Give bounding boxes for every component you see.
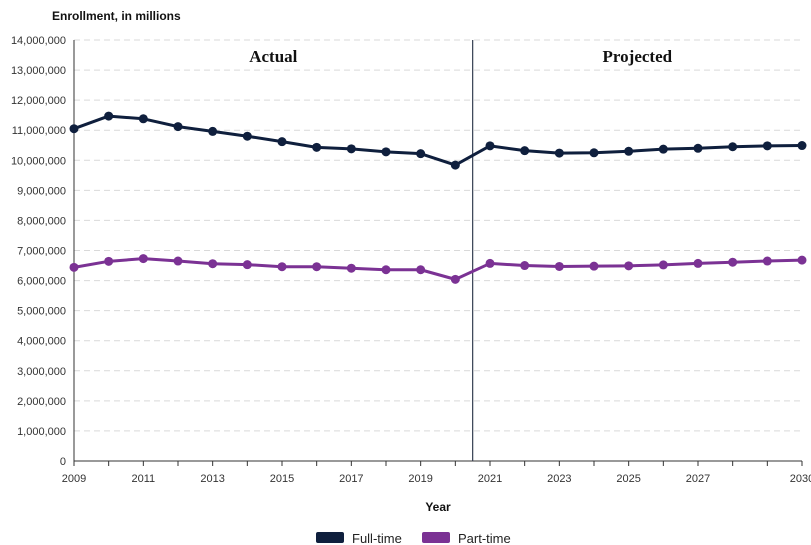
data-point-part-time <box>762 256 772 266</box>
y-tick-label: 6,000,000 <box>17 276 66 288</box>
legend-swatch-part-time <box>422 532 450 543</box>
y-tick-label: 4,000,000 <box>17 336 66 348</box>
x-axis-title: Year <box>425 500 451 514</box>
data-point-full-time <box>589 148 599 158</box>
data-point-part-time <box>208 259 218 269</box>
x-tick-label: 2023 <box>547 473 571 485</box>
y-tick-label: 12,000,000 <box>11 95 66 107</box>
data-point-part-time <box>658 260 668 270</box>
y-tick-label: 5,000,000 <box>17 306 66 318</box>
y-tick-label: 10,000,000 <box>11 155 66 167</box>
y-tick-label: 2,000,000 <box>17 396 66 408</box>
data-point-full-time <box>346 144 356 154</box>
y-tick-label: 0 <box>60 456 66 468</box>
data-point-part-time <box>589 261 599 271</box>
x-tick-label: 2027 <box>686 473 710 485</box>
data-point-part-time <box>728 257 738 267</box>
data-point-full-time <box>69 124 79 134</box>
data-point-full-time <box>728 142 738 152</box>
projected-label: Projected <box>603 47 673 66</box>
y-tick-label: 13,000,000 <box>11 65 66 77</box>
legend: Full-time Part-time <box>316 531 511 545</box>
x-tick-label: 2030 <box>790 473 811 485</box>
x-tick-label: 2021 <box>478 473 502 485</box>
data-point-full-time <box>554 148 564 158</box>
data-point-part-time <box>277 262 287 272</box>
data-point-part-time <box>693 258 703 268</box>
data-point-part-time <box>554 261 564 271</box>
data-point-full-time <box>381 147 391 157</box>
data-point-part-time <box>416 265 426 275</box>
legend-label-part-time: Part-time <box>458 531 511 545</box>
data-point-part-time <box>797 255 807 265</box>
legend-swatch-full-time <box>316 532 344 543</box>
gridlines <box>74 39 802 432</box>
series-layer <box>69 111 807 284</box>
data-point-full-time <box>104 111 114 121</box>
series-part-time <box>69 254 807 284</box>
data-point-part-time <box>173 256 183 266</box>
y-axis-ticks: 0 1,000,000 2,000,000 3,000,000 4,000,000 5,0… <box>11 35 66 468</box>
data-point-part-time <box>624 261 634 271</box>
data-point-full-time <box>312 142 322 152</box>
data-point-full-time <box>693 143 703 153</box>
actual-label: Actual <box>249 47 297 66</box>
data-point-part-time <box>520 261 530 271</box>
x-tick-label: 2013 <box>200 473 224 485</box>
x-tick-label: 2019 <box>408 473 432 485</box>
data-point-full-time <box>242 131 252 141</box>
data-point-full-time <box>797 141 807 151</box>
x-tick-label: 2009 <box>62 473 86 485</box>
data-point-full-time <box>138 114 148 124</box>
data-point-full-time <box>173 122 183 132</box>
y-axis-title: Enrollment, in millions <box>52 9 181 23</box>
y-tick-label: 8,000,000 <box>17 215 66 227</box>
y-tick-label: 11,000,000 <box>12 125 66 137</box>
data-point-part-time <box>312 262 322 272</box>
data-point-part-time <box>485 258 495 268</box>
series-line-part-time <box>73 257 803 281</box>
y-tick-label: 3,000,000 <box>17 366 66 378</box>
data-point-full-time <box>485 141 495 151</box>
x-tick-label: 2025 <box>616 473 640 485</box>
data-point-part-time <box>346 263 356 273</box>
data-point-full-time <box>450 160 460 170</box>
data-point-full-time <box>277 137 287 147</box>
y-tick-label: 14,000,000 <box>11 35 66 47</box>
series-full-time <box>69 111 807 170</box>
y-tick-label: 7,000,000 <box>17 246 66 258</box>
data-point-full-time <box>762 141 772 151</box>
data-point-full-time <box>208 126 218 136</box>
y-tick-label: 1,000,000 <box>17 426 66 438</box>
data-point-part-time <box>138 254 148 264</box>
data-point-full-time <box>658 144 668 154</box>
data-point-part-time <box>450 274 460 284</box>
data-point-full-time <box>416 149 426 159</box>
x-axis: 2009 2011 2013 2015 2017 2019 2021 2023 2025 2027… <box>62 40 811 485</box>
series-line-full-time <box>73 114 803 167</box>
data-point-part-time <box>242 260 252 270</box>
x-tick-label: 2015 <box>270 473 294 485</box>
x-tick-label: 2017 <box>339 473 363 485</box>
data-point-full-time <box>624 146 634 156</box>
data-point-part-time <box>69 262 79 272</box>
data-point-part-time <box>381 265 391 275</box>
x-tick-label: 2011 <box>132 473 156 485</box>
legend-label-full-time: Full-time <box>352 531 402 545</box>
data-point-part-time <box>104 256 114 266</box>
y-tick-label: 9,000,000 <box>17 185 66 197</box>
data-point-full-time <box>520 146 530 156</box>
